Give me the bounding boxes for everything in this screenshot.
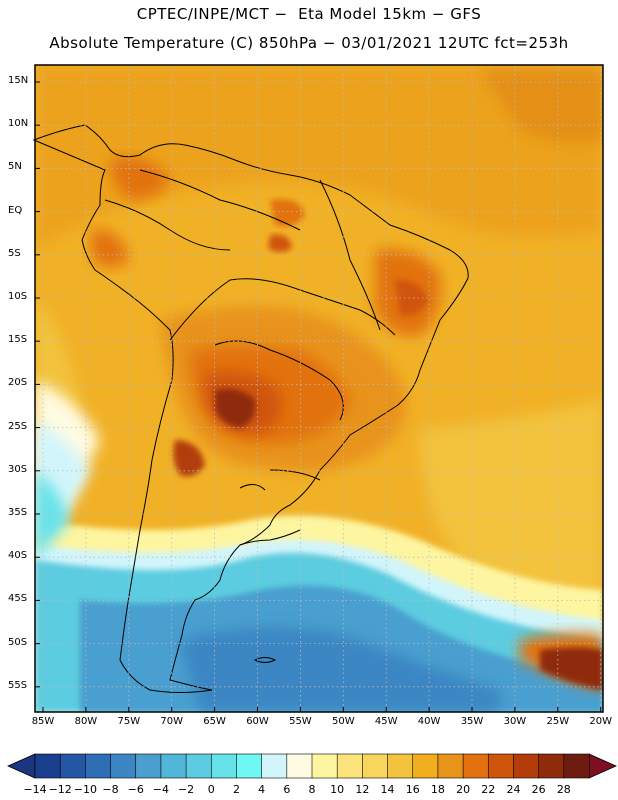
title-variable: Absolute Temperature (C) 850hPa − 03/01/…	[49, 34, 569, 52]
axis-ticks	[35, 81, 602, 712]
lon-label: 55W	[289, 716, 312, 727]
colorbar-swatch	[185, 753, 212, 779]
colorbar-label: −2	[177, 783, 195, 796]
temperature-field	[35, 65, 603, 712]
lat-label: 45S	[8, 593, 28, 605]
lat-label: 10N	[8, 118, 29, 130]
colorbar-label: 8	[308, 783, 316, 796]
colorbar-swatch	[110, 753, 137, 779]
lat-label: EQ	[8, 204, 23, 216]
colorbar-label: 24	[506, 783, 521, 796]
colorbar-label: −6	[127, 783, 144, 796]
colorbar-swatch	[135, 753, 162, 779]
colorbar-swatch	[462, 753, 489, 779]
lat-label: 55S	[8, 679, 28, 691]
colorbar-label: 0	[207, 783, 215, 796]
colorbar-swatch	[412, 753, 439, 779]
colorbar-right-arrow	[588, 753, 617, 779]
lon-label: 25W	[546, 716, 570, 727]
colorbar-swatch	[236, 753, 263, 779]
colorbar-swatch	[34, 753, 61, 779]
lon-label: 45W	[374, 716, 398, 727]
lat-label: 15S	[8, 334, 28, 346]
colorbar-label: 20	[456, 783, 471, 796]
colorbar-swatch	[261, 753, 288, 779]
lat-label: 35S	[8, 507, 28, 518]
lon-label: 65W	[203, 716, 226, 727]
colorbar-swatch	[210, 753, 238, 779]
lon-label: 80W	[74, 716, 98, 727]
lat-label: 40S	[8, 550, 28, 562]
colorbar-swatch	[362, 753, 389, 779]
lon-label: 40W	[417, 716, 441, 727]
colorbar-swatch	[336, 753, 363, 779]
colorbar-label: −4	[152, 783, 170, 796]
colorbar	[7, 753, 617, 779]
colorbar-swatch	[487, 753, 515, 779]
lon-label: 20W	[589, 716, 612, 727]
colorbar-swatch	[286, 753, 313, 779]
colorbar-swatch	[59, 753, 86, 779]
title-model: CPTEC/INPE/MCT − Eta Model 15km − GFS	[136, 5, 482, 23]
lon-label: 50W	[331, 716, 355, 727]
lat-label: 20S	[8, 377, 28, 389]
colorbar-swatch	[437, 753, 464, 779]
lon-label: 75W	[117, 716, 141, 727]
colorbar-label: 28	[556, 783, 571, 796]
colorbar-swatch	[563, 753, 590, 779]
colorbar-swatch	[513, 753, 540, 779]
colorbar-label: 18	[430, 783, 445, 796]
lon-label: 35W	[460, 716, 484, 727]
colorbar-label: 4	[258, 783, 266, 796]
colorbar-label: 2	[232, 783, 240, 796]
colorbar-label: −12	[48, 783, 72, 796]
map-frame	[34, 64, 604, 713]
colorbar-label: −10	[73, 783, 97, 796]
lon-label: 85W	[31, 716, 55, 727]
lon-label: 30W	[503, 716, 527, 727]
lat-label: 5S	[8, 247, 21, 259]
colorbar-label: −8	[102, 783, 119, 796]
lat-label: 10S	[8, 291, 28, 302]
colorbar-left-arrow	[7, 753, 36, 779]
colorbar-swatch	[538, 753, 565, 779]
lat-lon-grid	[35, 65, 603, 712]
colorbar-swatch	[160, 753, 187, 779]
lat-label: 15N	[8, 75, 29, 86]
colorbar-label: 10	[330, 783, 345, 796]
colorbar-label: 6	[283, 783, 291, 796]
colorbar-swatch	[387, 753, 414, 779]
colorbar-label: 22	[481, 783, 496, 796]
lat-label: 30S	[8, 463, 28, 475]
lat-label: 25S	[8, 420, 28, 432]
lat-label: 5N	[8, 161, 22, 173]
colorbar-label: 14	[380, 783, 395, 796]
lat-label: 50S	[8, 636, 28, 648]
colorbar-swatch	[311, 753, 338, 779]
colorbar-label: −14	[23, 783, 47, 796]
colorbar-label: 26	[531, 783, 546, 796]
lon-label: 70W	[160, 716, 183, 727]
colorbar-label: 16	[405, 783, 420, 796]
colorbar-swatch	[85, 753, 112, 779]
colorbar-label: 12	[355, 783, 370, 796]
lon-label: 60W	[246, 716, 269, 727]
